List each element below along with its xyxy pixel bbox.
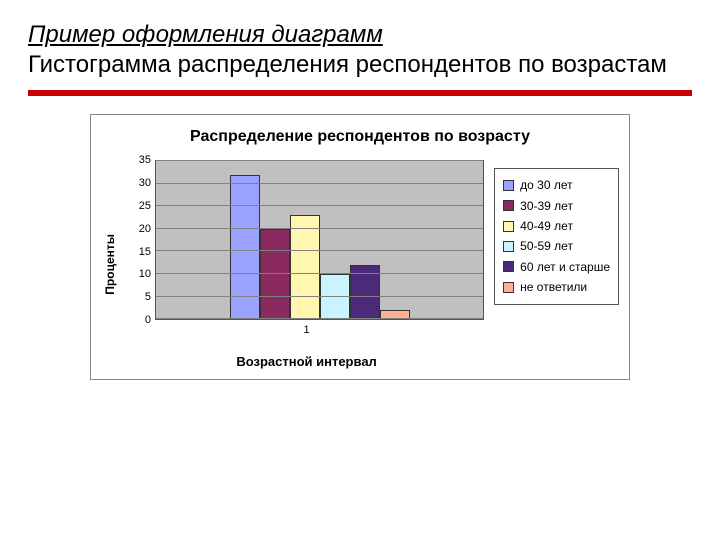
- x-axis-label: Возрастной интервал: [129, 354, 484, 369]
- legend-label-5: не ответили: [520, 277, 587, 297]
- legend-item-0: до 30 лет: [503, 175, 610, 195]
- plot-column: 05101520253035 1 Возрастной интервал: [129, 160, 484, 369]
- grid-line: [156, 296, 483, 297]
- legend-item-4: 60 лет и старше: [503, 257, 610, 277]
- legend-swatch-1: [503, 200, 514, 211]
- legend-label-4: 60 лет и старше: [520, 257, 610, 277]
- legend-label-1: 30-39 лет: [520, 196, 573, 216]
- grid-line: [156, 205, 483, 206]
- y-tick: 30: [139, 177, 151, 189]
- divider-rule: [28, 90, 692, 96]
- legend-swatch-4: [503, 261, 514, 272]
- bar-1: [260, 229, 290, 319]
- legend-swatch-5: [503, 282, 514, 293]
- legend-item-5: не ответили: [503, 277, 610, 297]
- grid-line: [156, 160, 483, 161]
- bar-0: [230, 175, 260, 319]
- legend-swatch-0: [503, 180, 514, 191]
- y-tick: 0: [145, 314, 151, 326]
- legend-label-0: до 30 лет: [520, 175, 572, 195]
- y-tick: 20: [139, 223, 151, 235]
- chart-body: Проценты 05101520253035 1 Возрастной инт…: [101, 160, 619, 369]
- legend-label-3: 50-59 лет: [520, 236, 573, 256]
- legend-item-1: 30-39 лет: [503, 196, 610, 216]
- slide: Пример оформления диаграмм Гистограмма р…: [0, 0, 720, 540]
- grid-line: [156, 250, 483, 251]
- y-tick-labels: 05101520253035: [129, 160, 155, 320]
- grid-line: [156, 318, 483, 319]
- grid-line: [156, 273, 483, 274]
- y-tick: 25: [139, 200, 151, 212]
- plot-and-ticks: 05101520253035: [129, 160, 484, 320]
- plot-box: [155, 160, 484, 320]
- chart-title: Распределение респондентов по возрасту: [101, 127, 619, 146]
- plot-area: [155, 160, 484, 320]
- chart-container: Распределение респондентов по возрасту П…: [90, 114, 630, 380]
- y-tick: 10: [139, 268, 151, 280]
- legend-label-2: 40-49 лет: [520, 216, 573, 236]
- grid-line: [156, 183, 483, 184]
- legend-item-2: 40-49 лет: [503, 216, 610, 236]
- slide-header: Пример оформления диаграмм Гистограмма р…: [28, 20, 692, 96]
- legend-swatch-2: [503, 221, 514, 232]
- legend-item-3: 50-59 лет: [503, 236, 610, 256]
- title-line-1: Пример оформления диаграмм: [28, 20, 692, 50]
- y-tick: 15: [139, 246, 151, 258]
- x-category-label: 1: [129, 324, 484, 336]
- y-tick: 5: [145, 291, 151, 303]
- grid-line: [156, 228, 483, 229]
- title-line-2: Гистограмма распределения респондентов п…: [28, 50, 692, 80]
- bar-2: [290, 215, 320, 319]
- y-tick: 35: [139, 154, 151, 166]
- y-axis-label: Проценты: [101, 234, 119, 295]
- legend: до 30 лет30-39 лет40-49 лет50-59 лет60 л…: [494, 168, 619, 304]
- legend-swatch-3: [503, 241, 514, 252]
